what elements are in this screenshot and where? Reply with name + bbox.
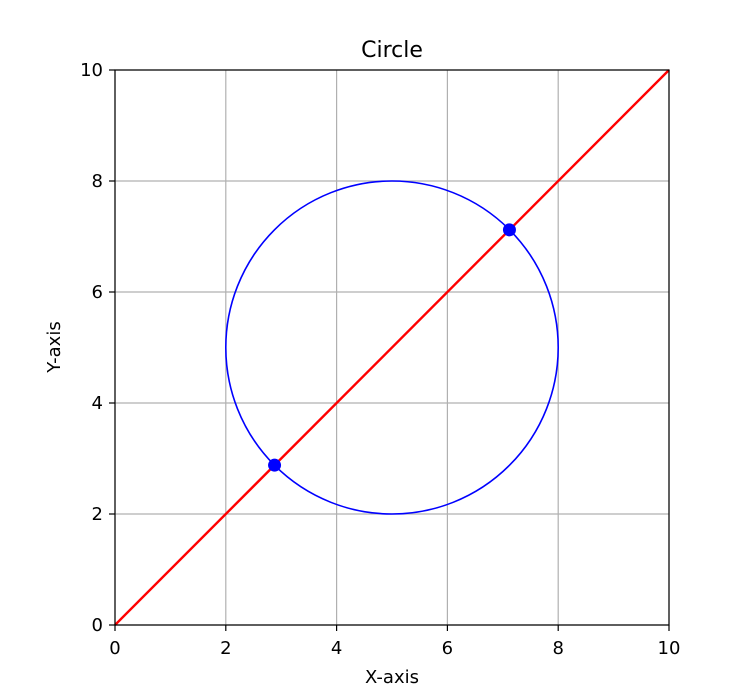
y-tick-label: 4	[92, 393, 103, 414]
y-tick-label: 8	[92, 171, 103, 192]
circle-series	[224, 180, 560, 515]
x-tick-label: 8	[552, 638, 563, 659]
x-tick-label: 0	[109, 638, 120, 659]
diagonal-line-series	[114, 69, 670, 626]
y-tick-label: 2	[92, 504, 103, 525]
ticks: 0 2 4 6 8 10 0 2 4 6 8 10	[80, 60, 680, 659]
x-tick-label: 2	[220, 638, 231, 659]
y-tick-label: 6	[92, 282, 103, 303]
x-axis-label: X-axis	[365, 667, 419, 684]
intersection-point-1	[268, 458, 282, 472]
y-tick-label: 10	[80, 60, 103, 81]
intersection-point-2	[502, 223, 516, 237]
x-tick-label: 10	[658, 638, 681, 659]
y-tick-label: 0	[92, 615, 103, 636]
plot-area	[114, 69, 670, 626]
x-tick-label: 6	[442, 638, 453, 659]
chart-title: Circle	[361, 38, 423, 63]
axes-frame	[114, 69, 670, 626]
x-tick-label: 4	[331, 638, 342, 659]
intersection-points	[268, 223, 516, 472]
y-axis-label: Y-axis	[44, 321, 65, 373]
